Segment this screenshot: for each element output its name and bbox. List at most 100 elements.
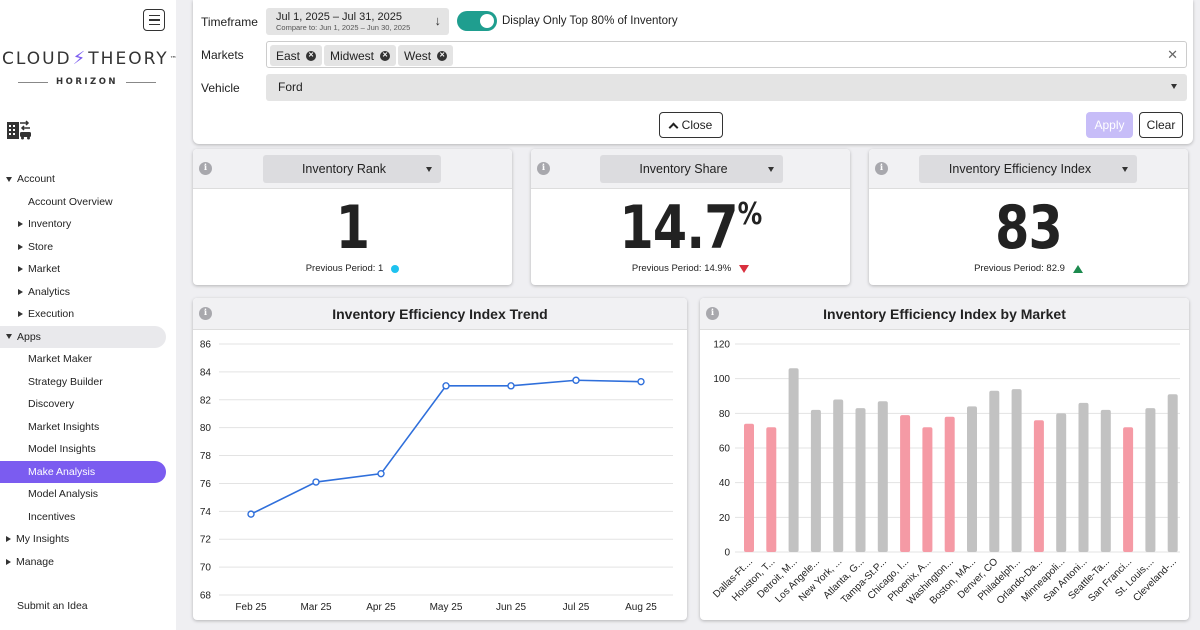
no-change-dot-icon bbox=[391, 264, 400, 273]
timeframe-value: Jul 1, 2025 – Jul 31, 2025 bbox=[276, 11, 402, 23]
vehicle-value: Ford bbox=[278, 80, 303, 94]
arrow-down-icon: ↓ bbox=[434, 13, 442, 28]
kpi-metric-select[interactable]: Inventory Share bbox=[600, 155, 783, 183]
y-tick-label: 84 bbox=[200, 367, 212, 378]
clear-markets-icon[interactable]: ✕ bbox=[1167, 47, 1178, 62]
info-icon[interactable]: i bbox=[199, 307, 212, 320]
data-point bbox=[247, 510, 255, 518]
nav-label: Account bbox=[17, 173, 55, 186]
kpi-previous: Previous Period: 1 bbox=[193, 263, 512, 274]
kpi-card-efficiency-index: i Inventory Efficiency Index 83 Previous… bbox=[869, 149, 1188, 285]
nav-incentives[interactable]: Incentives bbox=[0, 506, 176, 529]
remove-chip-icon[interactable]: ✕ bbox=[380, 50, 391, 61]
y-tick-label: 20 bbox=[719, 513, 731, 524]
nav-inventory[interactable]: Inventory bbox=[0, 213, 176, 236]
y-tick-label: 0 bbox=[724, 548, 730, 559]
logo-divider-left bbox=[18, 81, 48, 83]
nav-my-insights[interactable]: My Insights bbox=[0, 528, 176, 551]
market-chip-west[interactable]: West ✕ bbox=[398, 45, 454, 66]
nav-strategy-builder[interactable]: Strategy Builder bbox=[0, 371, 176, 394]
nav-make-analysis[interactable]: Make Analysis bbox=[0, 460, 166, 483]
y-tick-label: 70 bbox=[200, 563, 212, 574]
x-tick-label: Aug 25 bbox=[625, 602, 657, 613]
kpi-value: 83 bbox=[898, 193, 1160, 263]
building-car-icon[interactable] bbox=[6, 117, 32, 146]
nav-analytics[interactable]: Analytics bbox=[0, 281, 176, 304]
y-tick-label: 68 bbox=[200, 591, 212, 602]
kpi-header: i Inventory Rank bbox=[193, 149, 512, 189]
logo-text-right: THEORY bbox=[88, 48, 169, 69]
nav-account[interactable]: Account bbox=[0, 168, 176, 191]
data-point bbox=[377, 469, 385, 478]
apply-button[interactable]: Apply bbox=[1086, 112, 1133, 138]
bar bbox=[766, 427, 777, 552]
nav-market-maker[interactable]: Market Maker bbox=[0, 348, 176, 371]
info-icon[interactable]: i bbox=[875, 162, 888, 175]
nav-label: Apps bbox=[17, 330, 41, 343]
nav-apps[interactable]: Apps bbox=[0, 325, 166, 348]
kpi-previous: Previous Period: 82.9 bbox=[869, 263, 1188, 274]
main-content: Timeframe Jul 1, 2025 – Jul 31, 2025 Com… bbox=[176, 0, 1200, 630]
nav-store[interactable]: Store bbox=[0, 236, 176, 259]
remove-chip-icon[interactable]: ✕ bbox=[306, 50, 317, 61]
nav-manage[interactable]: Manage bbox=[0, 551, 176, 574]
caret-down-icon bbox=[6, 176, 12, 182]
y-tick-label: 80 bbox=[200, 423, 212, 434]
remove-chip-icon[interactable]: ✕ bbox=[437, 50, 448, 61]
info-icon[interactable]: i bbox=[199, 162, 212, 175]
nav-model-analysis[interactable]: Model Analysis bbox=[0, 483, 176, 506]
chevron-down-icon bbox=[1171, 84, 1177, 89]
nav-label: Analytics bbox=[28, 285, 71, 298]
chart-header: i Inventory Efficiency Index Trend bbox=[193, 298, 687, 330]
chevron-down-icon bbox=[426, 167, 432, 172]
kpi-select-label: Inventory Rank bbox=[301, 162, 387, 176]
sidebar-nav: Account Account Overview Inventory Store… bbox=[0, 168, 176, 618]
submit-idea-link[interactable]: Submit an Idea bbox=[0, 595, 176, 618]
kpi-value: 1 bbox=[222, 193, 484, 263]
market-chip-midwest[interactable]: Midwest ✕ bbox=[324, 45, 397, 66]
kpi-number: 83 bbox=[995, 193, 1063, 263]
bar bbox=[744, 423, 754, 552]
bar bbox=[788, 368, 799, 552]
y-tick-label: 40 bbox=[719, 478, 731, 489]
nav-discovery[interactable]: Discovery bbox=[0, 393, 176, 416]
hamburger-menu-icon[interactable] bbox=[143, 9, 165, 31]
market-chip-east[interactable]: East ✕ bbox=[270, 45, 323, 66]
data-point bbox=[507, 382, 515, 390]
nav-label: Manage bbox=[16, 555, 54, 568]
bar bbox=[1033, 420, 1044, 552]
bar bbox=[855, 408, 866, 552]
top80-toggle[interactable] bbox=[457, 11, 497, 31]
chart-title: Inventory Efficiency Index Trend bbox=[332, 306, 548, 322]
close-label: Close bbox=[681, 118, 713, 132]
info-icon[interactable]: i bbox=[706, 307, 719, 320]
nav-label: Execution bbox=[28, 308, 75, 321]
y-tick-label: 120 bbox=[713, 340, 730, 351]
nav-model-insights[interactable]: Model Insights bbox=[0, 438, 176, 461]
kpi-metric-select[interactable]: Inventory Rank bbox=[263, 155, 441, 183]
bar bbox=[833, 399, 844, 552]
nav-execution[interactable]: Execution bbox=[0, 303, 176, 326]
vehicle-select[interactable]: Ford bbox=[266, 74, 1187, 101]
nav-account-overview[interactable]: Account Overview bbox=[0, 191, 176, 214]
sidebar: CLOUD ⚡ THEORY ™ HORIZON bbox=[0, 0, 177, 630]
bar bbox=[944, 416, 955, 552]
close-filters-button[interactable]: Close bbox=[659, 112, 723, 138]
data-point bbox=[312, 478, 320, 486]
data-point bbox=[637, 377, 645, 386]
markets-multiselect[interactable]: East ✕ Midwest ✕ West ✕ ✕ bbox=[266, 41, 1187, 68]
nav-market-insights[interactable]: Market Insights bbox=[0, 416, 176, 439]
kpi-card-inventory-share: i Inventory Share 14.7% Previous Period:… bbox=[531, 149, 850, 285]
logo-text-left: CLOUD bbox=[2, 48, 72, 69]
timeframe-picker[interactable]: Jul 1, 2025 – Jul 31, 2025 Compare to: J… bbox=[266, 8, 449, 35]
kpi-metric-select[interactable]: Inventory Efficiency Index bbox=[919, 155, 1137, 183]
x-tick-label: May 25 bbox=[430, 602, 463, 613]
info-icon[interactable]: i bbox=[537, 162, 550, 175]
kpi-header: i Inventory Efficiency Index bbox=[869, 149, 1188, 189]
nav-label: Market Maker bbox=[28, 353, 93, 366]
nav-label: Store bbox=[28, 240, 54, 253]
y-tick-label: 72 bbox=[200, 535, 212, 546]
nav-market[interactable]: Market bbox=[0, 258, 176, 281]
clear-button[interactable]: Clear bbox=[1139, 112, 1183, 138]
